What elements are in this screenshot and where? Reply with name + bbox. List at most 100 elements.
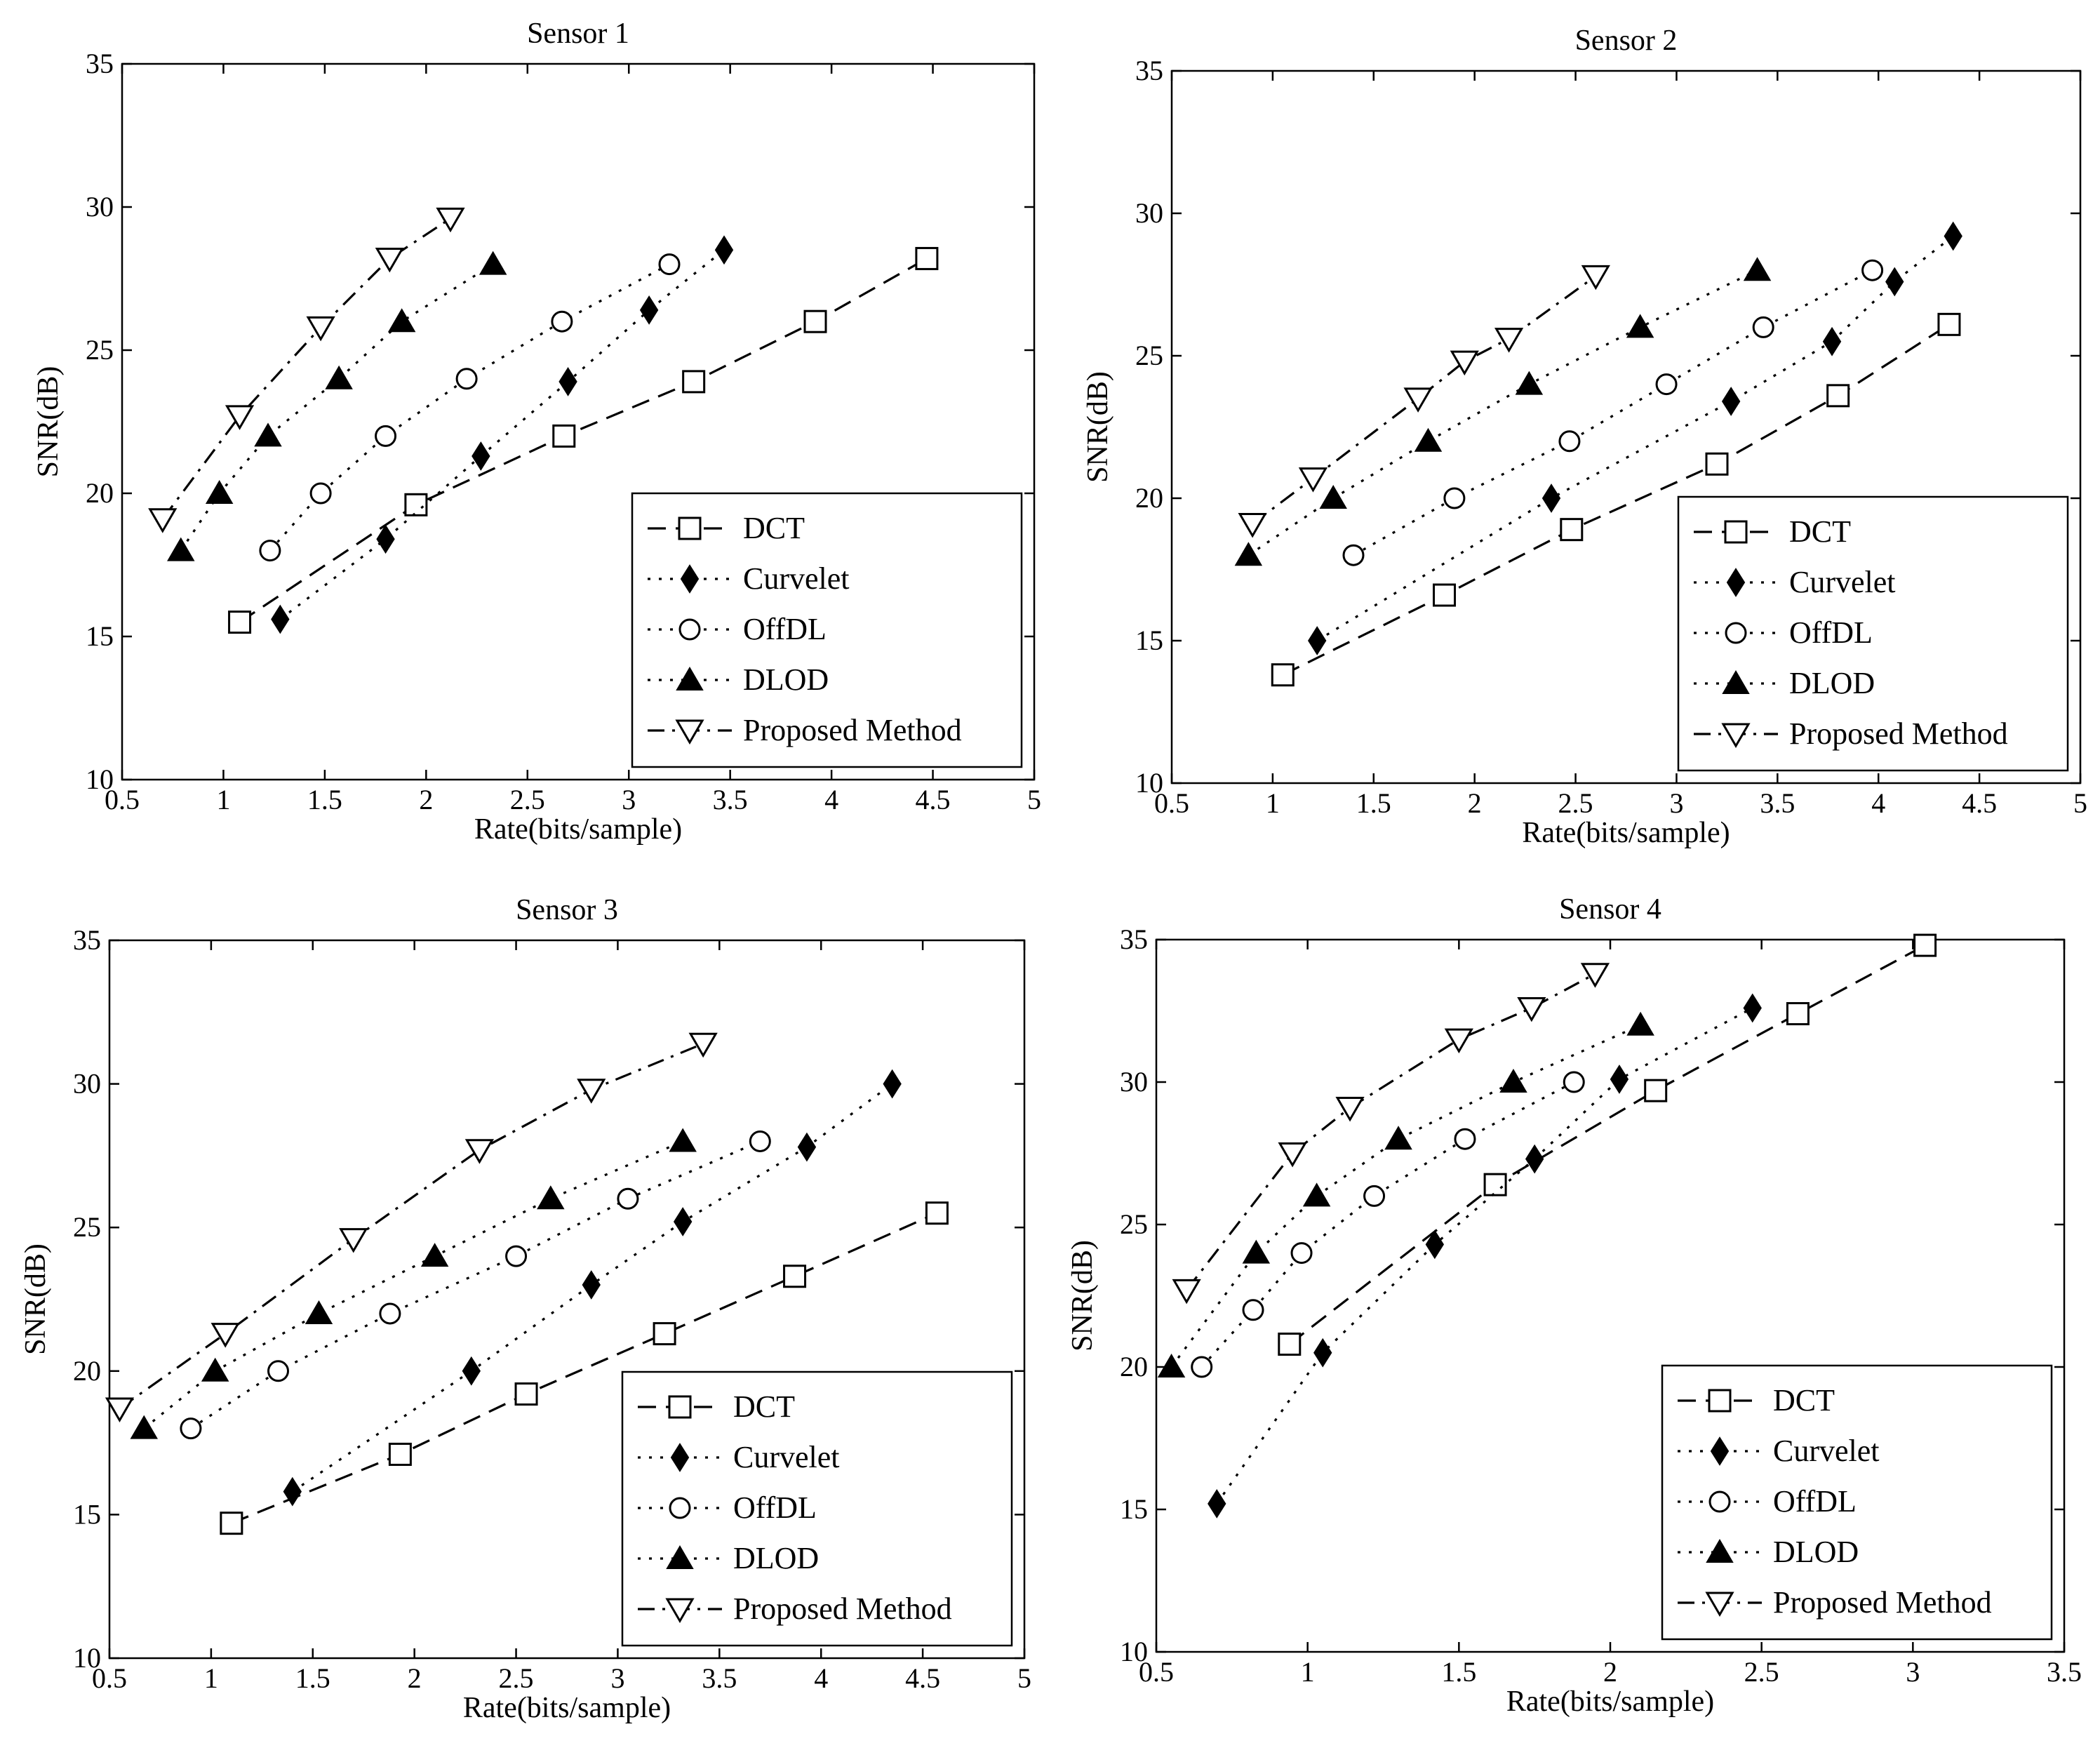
data-point (1861, 259, 1884, 281)
data-point (376, 524, 395, 554)
legend: DCT Curvelet OffDL DLOD Proposed Method (1661, 1364, 2053, 1641)
legend-marker (676, 667, 704, 690)
y-tick-label: 30 (1135, 197, 1163, 229)
legend-marker (675, 719, 704, 745)
x-tick-label: 3.5 (713, 784, 748, 815)
legend-marker (680, 564, 700, 594)
y-tick-label: 15 (1135, 625, 1163, 656)
data-point (1454, 1128, 1476, 1150)
data-point (201, 1357, 229, 1382)
legend-marker (1721, 723, 1751, 748)
series-dct (220, 1201, 949, 1535)
legend-item: DCT (638, 1389, 795, 1424)
series-line (1252, 275, 1597, 525)
data-point (436, 207, 465, 233)
x-tick-label: 5 (1017, 1662, 1031, 1694)
series-line (239, 258, 928, 623)
legend-item: OffDL (1678, 1484, 1857, 1519)
legend-item: Curvelet (1678, 1434, 1880, 1468)
legend-label: DCT (733, 1389, 795, 1424)
data-point (1494, 328, 1524, 353)
data-point (325, 365, 353, 389)
series-curvelet (283, 1069, 902, 1507)
legend-item: Proposed Method (638, 1592, 952, 1626)
x-tick-label: 3 (1669, 787, 1683, 819)
data-point (1563, 1071, 1585, 1093)
data-point (472, 441, 490, 471)
x-tick-label: 2 (408, 1662, 422, 1694)
y-tick-label: 25 (86, 334, 114, 366)
legend-label: OffDL (1789, 615, 1873, 650)
data-point (1610, 1065, 1629, 1094)
legend-item: OffDL (1694, 615, 1873, 650)
y-tick-label: 15 (73, 1498, 101, 1530)
data-point (1581, 265, 1610, 291)
data-point (1525, 1144, 1544, 1174)
data-point (1191, 1356, 1213, 1378)
data-point (1425, 1229, 1445, 1260)
data-point (1444, 1028, 1473, 1054)
data-point (505, 1245, 528, 1267)
legend-item: DCT (648, 511, 805, 545)
data-point (205, 480, 234, 504)
legend-label: OffDL (1773, 1484, 1857, 1519)
legend-marker (1705, 1592, 1734, 1617)
data-point (1234, 542, 1263, 566)
data-point (375, 425, 397, 447)
data-point (462, 1356, 481, 1386)
series-line (143, 1140, 683, 1429)
series-line (1215, 1007, 1753, 1505)
legend-marker (1725, 622, 1747, 644)
legend-label: Proposed Method (743, 713, 962, 747)
legend-marker (1726, 568, 1746, 597)
data-point (682, 370, 706, 394)
data-point (1655, 373, 1678, 396)
data-point (1743, 993, 1762, 1023)
x-tick-label: 0.5 (1154, 787, 1189, 819)
series-dct (1271, 312, 1961, 687)
data-point (220, 1512, 243, 1535)
series-dlod (167, 251, 507, 561)
y-axis-label: SNR(dB) (20, 1243, 52, 1355)
chart-title: Sensor 3 (516, 894, 618, 926)
y-tick-label: 35 (73, 924, 101, 956)
x-tick-label: 2 (1603, 1656, 1617, 1688)
data-point (306, 316, 335, 342)
x-tick-label: 5 (2073, 787, 2087, 819)
legend-marker (678, 516, 702, 540)
data-point (130, 1415, 158, 1439)
legend-label: DCT (743, 511, 805, 545)
data-point (1278, 1333, 1302, 1356)
data-point (479, 251, 507, 275)
data-point (1483, 1173, 1507, 1196)
data-point (309, 482, 332, 505)
x-tick-label: 1.5 (1356, 787, 1391, 819)
series-dct (1278, 933, 1937, 1356)
x-tick-label: 4.5 (1962, 787, 1997, 819)
chart-title: Sensor 1 (527, 18, 629, 50)
legend-item: Curvelet (648, 561, 850, 596)
data-point (925, 1201, 949, 1225)
series-offdl (1191, 1071, 1585, 1378)
series-curvelet (1308, 221, 1962, 655)
data-point (464, 1139, 495, 1164)
legend-label: Proposed Method (1773, 1585, 1992, 1620)
data-point (379, 1302, 401, 1325)
legend-label: Curvelet (743, 561, 850, 596)
series-line (1201, 1081, 1574, 1368)
data-point (1208, 1489, 1226, 1519)
data-point (714, 235, 734, 265)
x-tick-label: 3.5 (2047, 1656, 2082, 1688)
x-tick-label: 4.5 (905, 1662, 940, 1694)
x-tick-label: 3 (622, 784, 636, 815)
data-point (305, 1300, 333, 1324)
x-tick-label: 3 (610, 1662, 624, 1694)
data-point (1298, 467, 1328, 493)
y-axis-label: SNR(dB) (32, 366, 65, 478)
data-point (267, 1360, 290, 1382)
data-point (259, 540, 281, 562)
data-point (1302, 1182, 1331, 1207)
data-point (180, 1417, 202, 1440)
legend-label: OffDL (733, 1490, 817, 1525)
series-line (269, 263, 670, 552)
